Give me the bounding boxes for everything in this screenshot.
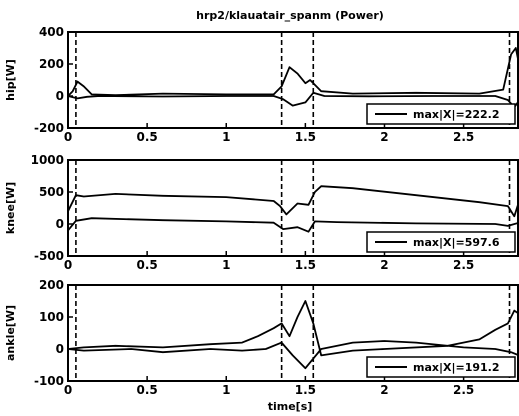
legend-box xyxy=(366,103,516,125)
chart-title: hrp2/klauatair_spanm (Power) xyxy=(196,9,384,22)
y-axis-label: hip[W] xyxy=(4,59,17,101)
x-tick-label: 1 xyxy=(222,383,230,397)
x-tick-label: 2.5 xyxy=(453,130,474,144)
y-tick-label: 100 xyxy=(39,310,64,324)
series-line-2 xyxy=(67,217,519,233)
x-tick-label: 2.5 xyxy=(453,383,474,397)
x-tick-label: 1 xyxy=(222,258,230,272)
x-tick-label: 0.5 xyxy=(136,383,157,397)
x-tick-label: 1 xyxy=(222,130,230,144)
y-tick-label: 200 xyxy=(39,57,64,71)
y-axis-label: knee[W] xyxy=(4,182,17,234)
x-tick-label: 1.5 xyxy=(295,258,316,272)
x-tick-label: 0 xyxy=(64,258,72,272)
y-tick-label: 1000 xyxy=(31,153,64,167)
x-tick-label: 2 xyxy=(380,258,388,272)
legend-label: max|X|=191.2 xyxy=(413,361,500,374)
series-line-2 xyxy=(67,91,519,109)
series-line-1 xyxy=(67,47,519,97)
axes-box xyxy=(67,159,519,257)
y-tick-label: -500 xyxy=(34,249,64,263)
y-tick-label: 0 xyxy=(56,342,64,356)
x-tick-label: 0.5 xyxy=(136,130,157,144)
axes-box xyxy=(67,31,519,129)
x-tick-label: 0.5 xyxy=(136,258,157,272)
y-tick-label: 200 xyxy=(39,278,64,292)
legend: max|X|=222.2 xyxy=(366,103,516,125)
x-axis-label: time[s] xyxy=(268,400,313,413)
y-tick-label: 400 xyxy=(39,25,64,39)
legend-box xyxy=(366,356,516,378)
legend: max|X|=597.6 xyxy=(366,231,516,253)
y-tick-label: -200 xyxy=(34,121,64,135)
axes-box xyxy=(67,284,519,382)
x-tick-label: 1.5 xyxy=(295,130,316,144)
x-tick-label: 0 xyxy=(64,383,72,397)
y-tick-label: 500 xyxy=(39,185,64,199)
legend-label: max|X|=597.6 xyxy=(413,236,500,249)
y-tick-label: -100 xyxy=(34,374,64,388)
x-tick-label: 2 xyxy=(380,130,388,144)
legend-label: max|X|=222.2 xyxy=(413,108,500,121)
x-tick-label: 2 xyxy=(380,383,388,397)
legend-box xyxy=(366,231,516,253)
series-line-1 xyxy=(67,300,519,357)
series-line-2 xyxy=(67,340,519,370)
x-tick-label: 2.5 xyxy=(453,258,474,272)
legend: max|X|=191.2 xyxy=(366,356,516,378)
x-tick-label: 1.5 xyxy=(295,383,316,397)
y-tick-label: 0 xyxy=(56,217,64,231)
y-axis-label: ankle[W] xyxy=(4,305,17,361)
series-line-1 xyxy=(67,185,519,218)
x-tick-label: 0 xyxy=(64,130,72,144)
y-tick-label: 0 xyxy=(56,89,64,103)
